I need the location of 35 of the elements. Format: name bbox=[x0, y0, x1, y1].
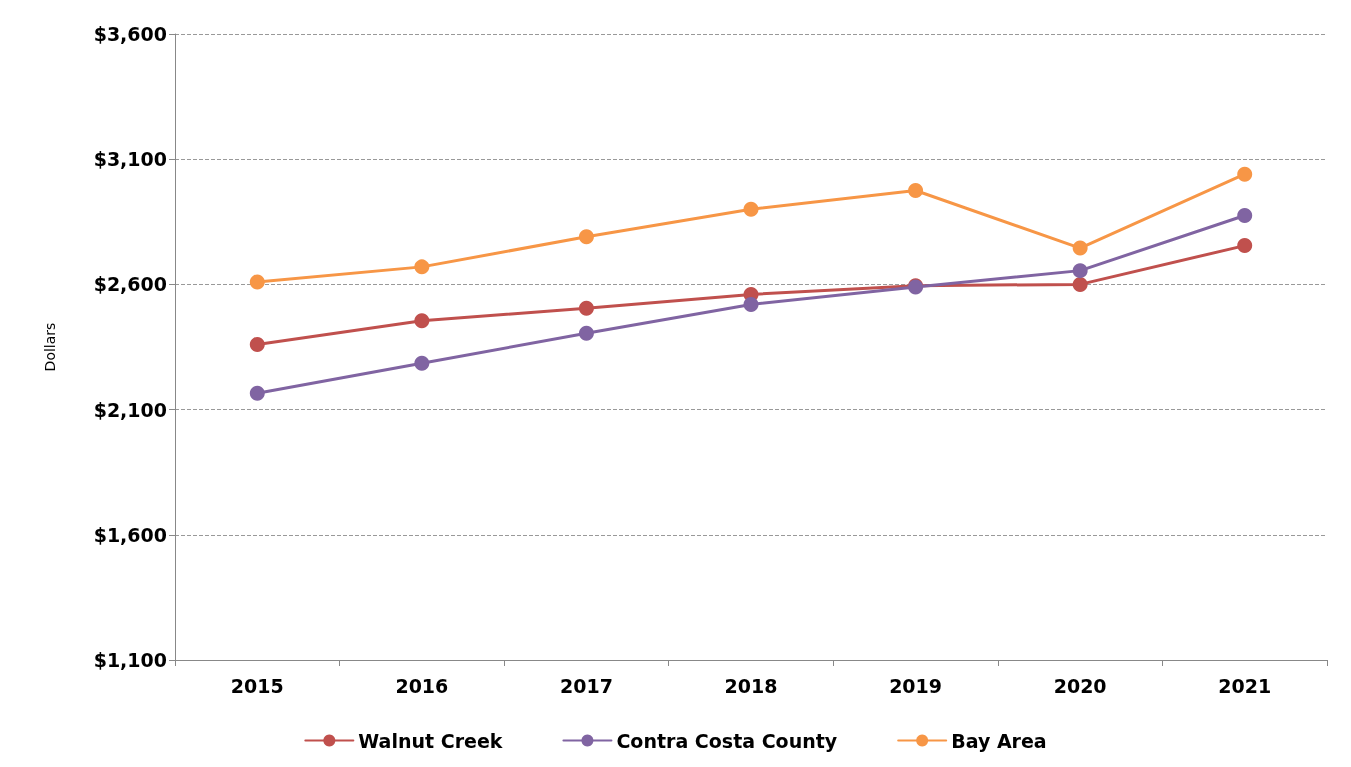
point bbox=[578, 300, 594, 316]
y-tick-label: $1,600 bbox=[93, 523, 167, 546]
point bbox=[743, 201, 759, 217]
y-tick-label: $3,100 bbox=[93, 148, 167, 171]
x-tick-label: 2021 bbox=[1218, 674, 1272, 697]
x-tick-label: 2016 bbox=[395, 674, 449, 697]
point bbox=[578, 325, 594, 341]
point bbox=[908, 183, 924, 198]
point bbox=[743, 296, 759, 312]
x-tick-label: 2019 bbox=[889, 674, 943, 697]
y-axis-title: Dollars bbox=[42, 322, 58, 372]
point bbox=[1237, 166, 1253, 182]
point bbox=[1072, 240, 1088, 256]
legend-label: Bay Area bbox=[951, 729, 1047, 752]
legend-label: Contra Costa County bbox=[616, 729, 838, 752]
legend-label: Walnut Creek bbox=[358, 729, 503, 752]
point bbox=[414, 313, 430, 329]
point bbox=[249, 385, 265, 401]
point bbox=[249, 337, 265, 352]
x-tick-label: 2020 bbox=[1053, 674, 1107, 697]
point bbox=[1237, 238, 1253, 254]
point bbox=[1237, 208, 1253, 224]
point bbox=[1072, 263, 1088, 279]
x-tick-label: 2018 bbox=[724, 674, 778, 697]
point bbox=[1072, 276, 1088, 292]
y-tick-label: $3,600 bbox=[93, 23, 167, 45]
x-tick-label: 2017 bbox=[559, 674, 613, 697]
point bbox=[414, 259, 430, 275]
point bbox=[414, 355, 430, 371]
point bbox=[249, 274, 265, 290]
y-tick-label: $1,100 bbox=[93, 649, 167, 671]
x-tick-label: 2015 bbox=[230, 674, 284, 697]
y-tick-label: $2,600 bbox=[93, 273, 167, 296]
y-tick-label: $2,100 bbox=[93, 398, 167, 421]
point bbox=[578, 229, 594, 245]
